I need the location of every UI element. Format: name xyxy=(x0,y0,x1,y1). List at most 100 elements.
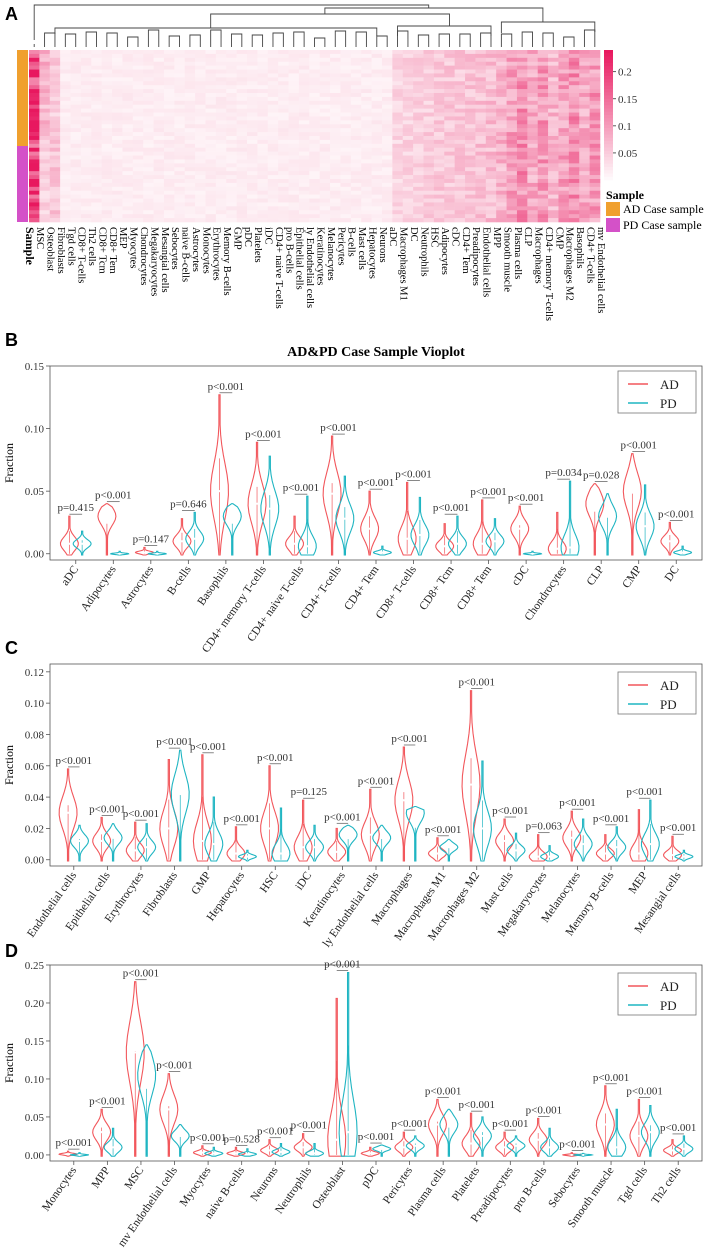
heatmap-cell xyxy=(423,202,435,207)
heatmap-cell xyxy=(309,73,320,78)
heatmap-cell xyxy=(49,218,61,223)
heatmap-cell xyxy=(226,214,237,219)
heatmap-cell xyxy=(60,147,71,152)
heatmap-cell xyxy=(371,139,383,145)
heatmap-cell xyxy=(413,128,424,133)
heatmap-cell xyxy=(496,159,507,164)
heatmap-cell xyxy=(174,139,186,145)
heatmap-col-label-basophils: Basophils xyxy=(574,227,585,268)
heatmap-cell xyxy=(153,53,165,59)
heatmap-cell xyxy=(29,85,40,90)
heatmap-cell xyxy=(485,159,497,164)
heatmap-cell xyxy=(80,61,92,66)
heatmap-cell xyxy=(278,171,289,176)
heatmap-cell xyxy=(39,116,51,121)
heatmap-cell xyxy=(381,194,393,199)
heatmap-cell xyxy=(267,167,279,172)
heatmap-cell xyxy=(558,167,570,172)
heatmap-cell xyxy=(215,163,227,168)
heatmap-cell xyxy=(257,179,269,184)
heatmap-cell xyxy=(70,69,82,74)
heatmap-cell xyxy=(485,210,497,215)
heatmap-cell xyxy=(257,57,269,63)
heatmap-cell xyxy=(537,100,549,106)
violin-pd xyxy=(109,550,130,556)
violin-pair-adc: p=0.415 xyxy=(58,502,94,556)
heatmap-cell xyxy=(70,182,82,188)
heatmap-cell xyxy=(60,100,71,106)
heatmap-cell xyxy=(91,120,102,125)
heatmap-cell xyxy=(444,73,455,78)
heatmap-cell xyxy=(371,53,383,59)
heatmap-cell xyxy=(278,175,289,180)
heatmap-cell xyxy=(298,186,310,192)
heatmap-cell xyxy=(174,206,186,211)
violin-ad-median xyxy=(293,542,296,545)
heatmap-cell xyxy=(506,218,518,223)
heatmap-cell xyxy=(548,159,559,164)
pvalue-label-cd4-memory-t-cells: p<0.001 xyxy=(245,428,281,440)
heatmap-cell xyxy=(163,128,175,133)
heatmap-cell xyxy=(184,182,196,188)
heatmap-cell xyxy=(247,151,258,156)
heatmap-cell xyxy=(247,124,258,129)
heatmap-cell xyxy=(527,112,539,117)
heatmap-cell xyxy=(558,73,570,78)
heatmap-cell xyxy=(558,198,570,203)
violin-ad-median xyxy=(503,1146,506,1149)
violin-ad-median xyxy=(167,1108,170,1111)
heatmap-cell xyxy=(184,77,196,82)
heatmap-cell xyxy=(226,65,237,70)
heatmap-cell xyxy=(184,139,196,145)
category-label-mast-cells: Mast cells xyxy=(479,869,516,915)
heatmap-cell xyxy=(392,124,404,129)
heatmap-cell xyxy=(319,143,331,149)
violin-ad xyxy=(125,981,145,1157)
heatmap-cell xyxy=(527,77,539,82)
heatmap-cell xyxy=(548,77,559,82)
heatmap-cell xyxy=(205,73,217,78)
heatmap-cell xyxy=(205,159,217,164)
heatmap-cell xyxy=(39,69,51,74)
heatmap-col-label-cd4-memory-t-cells: CD4+ memory T-cells xyxy=(543,227,554,321)
heatmap-cell xyxy=(49,206,61,211)
violin-pd-median xyxy=(78,1153,81,1157)
heatmap-cell xyxy=(101,175,113,180)
heatmap-cell xyxy=(319,128,331,133)
heatmap-cell xyxy=(195,132,206,137)
violin-ad-median xyxy=(469,1142,473,1145)
heatmap-cell xyxy=(236,96,248,102)
heatmap-cell xyxy=(537,155,549,160)
heatmap-cell xyxy=(319,120,331,125)
heatmap-cell xyxy=(350,120,362,125)
heatmap-cell xyxy=(288,104,300,109)
violin-ad xyxy=(293,1133,313,1157)
heatmap-cell xyxy=(392,69,404,74)
violin-pair-myocytes: p<0.001 xyxy=(190,1132,226,1157)
heatmap-cell xyxy=(579,81,590,86)
heatmap-cell xyxy=(402,89,414,94)
heatmap-cell xyxy=(298,116,310,121)
heatmap-cell xyxy=(465,179,476,184)
heatmap-cell xyxy=(215,128,227,133)
heatmap-cell xyxy=(49,104,61,109)
heatmap-cell xyxy=(371,61,383,66)
violin-pair-macrophages-m1: p<0.001 xyxy=(425,824,461,862)
heatmap-cell xyxy=(371,151,383,156)
heatmap-cell xyxy=(122,100,134,106)
heatmap-cell xyxy=(465,206,476,211)
heatmap-cell xyxy=(112,136,123,141)
heatmap-cell xyxy=(475,186,487,192)
violin-pd-median xyxy=(279,1150,283,1153)
heatmap-cell xyxy=(350,214,362,219)
heatmap-cell xyxy=(267,93,279,98)
heatmap-cell xyxy=(174,210,186,215)
heatmap-cell xyxy=(371,100,383,106)
pvalue-label-th2-cells: p<0.001 xyxy=(660,1122,696,1134)
heatmap-cell xyxy=(350,73,362,78)
category-label-neurons: Neurons xyxy=(249,1164,281,1203)
heatmap-cell xyxy=(80,159,92,164)
heatmap-cell xyxy=(143,147,154,152)
pvalue-label-neurons: p<0.001 xyxy=(257,1126,293,1138)
heatmap-cell xyxy=(516,53,528,59)
